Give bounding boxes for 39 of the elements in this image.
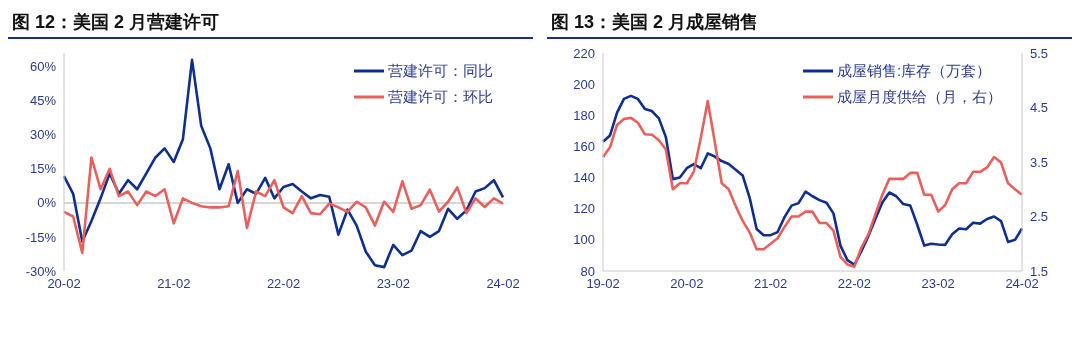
x-tick-label: 23-02 <box>376 276 410 292</box>
y-tick-label: -15% <box>25 229 57 245</box>
line-series <box>62 156 505 255</box>
x-tick-label: 24-02 <box>1005 276 1039 292</box>
y-tick-label: 15% <box>29 161 57 177</box>
line-series <box>62 58 505 269</box>
y-tick-label: 100 <box>573 232 595 248</box>
legend-label: 成屋月度供给（月，右） <box>837 87 1002 107</box>
y2-tick-label: 4.5 <box>1030 100 1049 116</box>
legend-label: 营建许可：环比 <box>388 87 493 107</box>
x-tick-label: 21-02 <box>753 276 788 292</box>
chart-title: 图 13：美国 2 月成屋销售 <box>547 8 1072 39</box>
x-tick-label: 19-02 <box>586 276 620 292</box>
legend-label: 营建许可：同比 <box>388 61 493 81</box>
y-tick-label: 180 <box>573 107 595 123</box>
chart-title: 图 12：美国 2 月营建许可 <box>8 8 533 39</box>
x-tick-label: 22-02 <box>837 276 872 292</box>
x-tick-label: 20-02 <box>47 276 81 292</box>
x-tick-label: 22-02 <box>266 276 301 292</box>
y-tick-label: 120 <box>573 201 595 217</box>
y-tick-label: 200 <box>573 76 595 92</box>
y-tick-label: 30% <box>29 127 57 143</box>
x-tick-label: 21-02 <box>157 276 191 292</box>
x-tick-label: 23-02 <box>921 276 955 292</box>
y-tick-label: -30% <box>25 263 57 279</box>
y-tick-label: 140 <box>573 170 595 186</box>
y2-tick-label: 3.5 <box>1030 154 1049 170</box>
y-tick-label: 80 <box>580 263 595 279</box>
x-tick-label: 20-02 <box>670 276 704 292</box>
x-tick-label: 24-02 <box>486 276 520 292</box>
y2-tick-label: 5.5 <box>1030 45 1049 61</box>
y2-tick-label: 2.5 <box>1030 209 1049 225</box>
y2-tick-label: 1.5 <box>1030 263 1049 279</box>
y-tick-label: 45% <box>29 93 57 109</box>
y-tick-label: 0% <box>37 195 57 211</box>
y-tick-label: 60% <box>29 59 57 75</box>
legend-label: 成屋销售:库存（万套） <box>837 61 992 81</box>
y-tick-label: 220 <box>573 45 595 61</box>
y-tick-label: 160 <box>573 139 595 155</box>
